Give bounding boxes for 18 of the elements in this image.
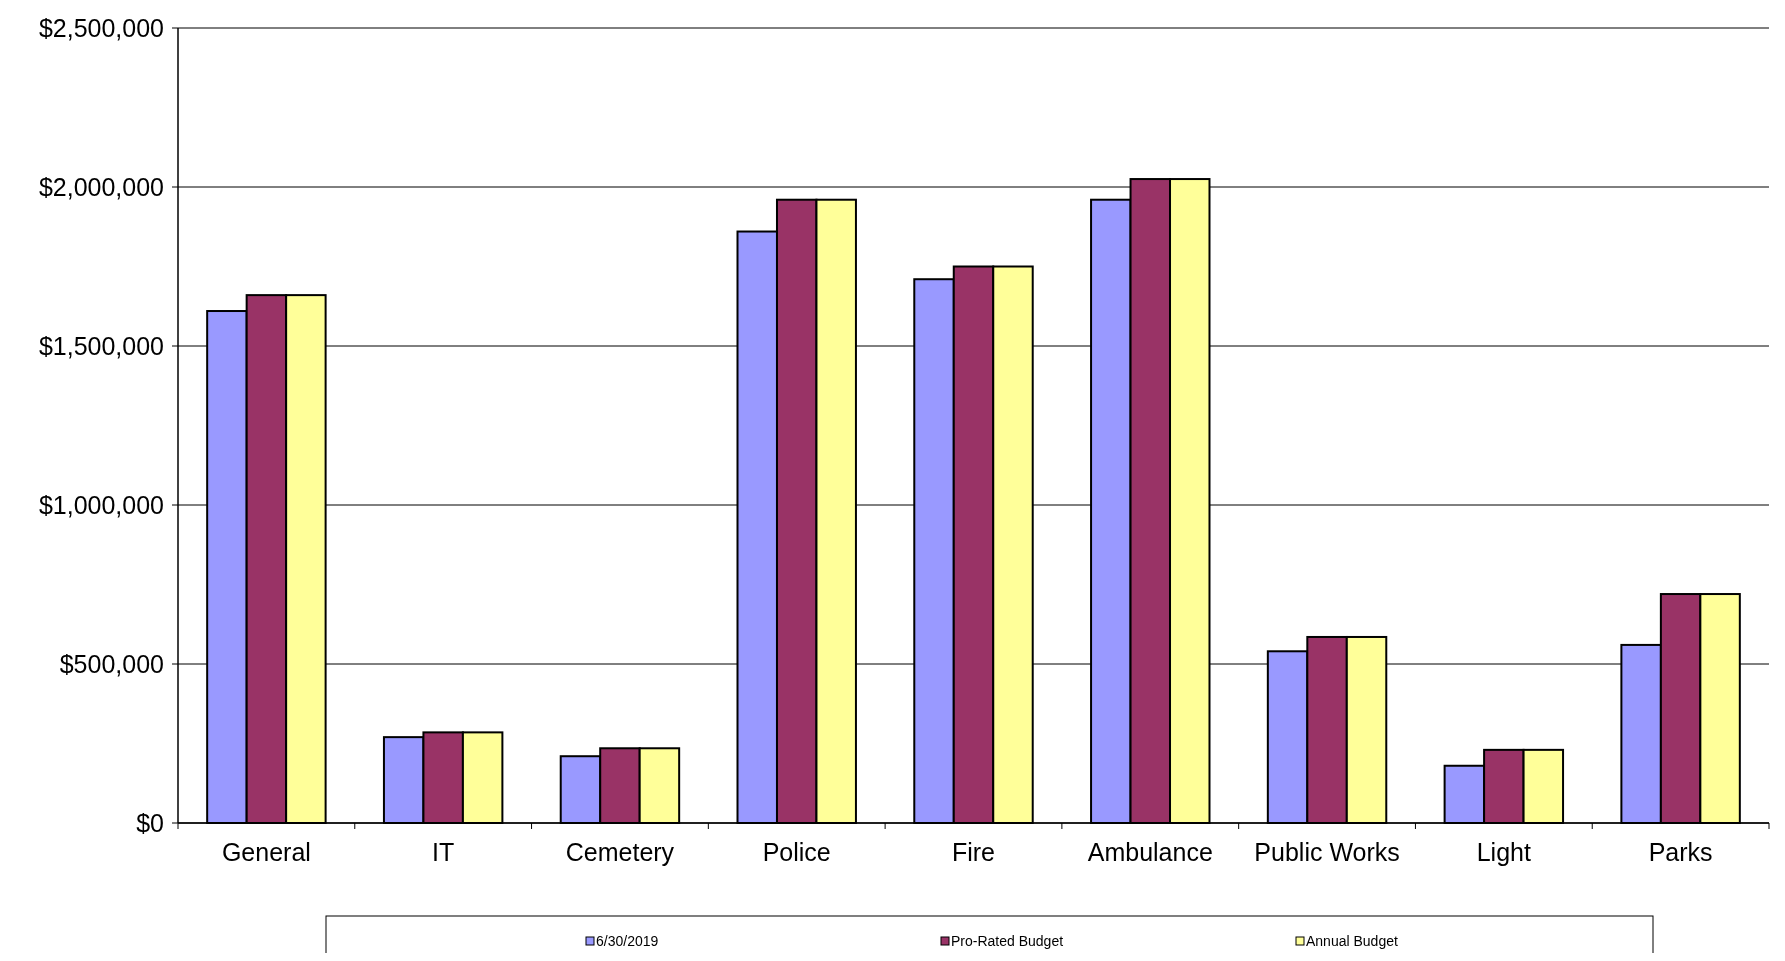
legend-label: 6/30/2019 — [596, 932, 659, 949]
y-tick-label: $1,500,000 — [38, 331, 164, 360]
y-tick-label: $1,000,000 — [38, 490, 164, 519]
x-tick-label: Light — [1476, 838, 1531, 866]
legend-label: Pro-Rated Budget — [951, 932, 1064, 949]
x-tick-label: Fire — [951, 838, 996, 866]
x-tick-label: Parks — [1648, 838, 1713, 866]
x-tick-label: Public Works — [1254, 838, 1400, 866]
legend-label: Annual Budget — [1306, 932, 1398, 949]
y-tick-label: $2,000,000 — [38, 172, 164, 201]
x-tick-label: Police — [762, 838, 831, 866]
x-tick-label: Cemetery — [565, 838, 675, 866]
y-tick-label: $0 — [136, 808, 164, 837]
y-tick-label: $2,500,000 — [38, 13, 164, 42]
x-tick-label: Ambulance — [1087, 838, 1213, 866]
y-tick-label: $500,000 — [59, 649, 164, 678]
x-tick-label: IT — [432, 838, 455, 866]
x-tick-label: General — [221, 838, 311, 866]
